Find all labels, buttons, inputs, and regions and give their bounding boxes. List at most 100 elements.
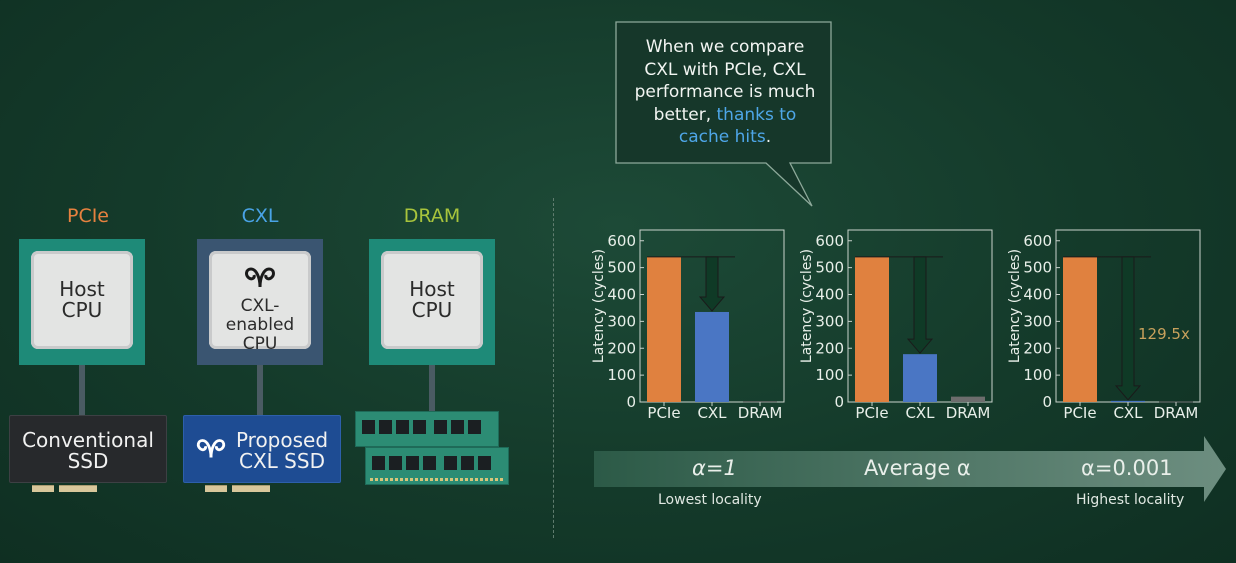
highest-locality-caption: Highest locality	[1076, 492, 1185, 508]
callout-line-2: CXL with PCIe, CXL	[644, 59, 806, 80]
speedup-annotation: 129.5x	[1138, 325, 1190, 343]
y-tick-label: 600	[815, 232, 844, 250]
cxl-enabled-cpu-chip: CXL-enabled CPU	[197, 239, 323, 365]
callout-highlight: cache hits	[678, 127, 766, 147]
ram-chip	[362, 420, 375, 434]
callout-line-5-end: .	[765, 127, 772, 147]
x-tick-label: PCIe	[1063, 404, 1096, 422]
cxl-logo-icon	[245, 267, 275, 288]
ram-chip	[423, 456, 436, 470]
callout-line-3: performance is much	[634, 82, 816, 102]
dram-label: DRAM	[403, 205, 461, 227]
y-tick-label: 300	[1023, 312, 1052, 330]
y-tick-label: 600	[607, 232, 636, 250]
y-tick-label: 400	[1023, 286, 1052, 304]
y-tick-label: 100	[607, 366, 636, 384]
dram-module	[355, 411, 499, 447]
x-tick-label: PCIe	[855, 404, 888, 422]
ssd-gold-contacts	[205, 485, 227, 492]
x-tick-label: PCIe	[647, 404, 680, 422]
bar-dram	[743, 401, 777, 403]
cxl-connector	[257, 365, 263, 415]
proposed-cxl-ssd: Proposed CXL SSD	[183, 415, 341, 483]
conventional-ssd: Conventional SSD	[9, 415, 167, 483]
ram-pins	[370, 478, 504, 481]
alpha-average-label: Average α	[864, 456, 971, 480]
callout-line-4: better,	[653, 104, 717, 125]
cpu-die: CXL-enabled CPU	[209, 251, 311, 354]
dram-module	[365, 447, 509, 485]
ssd-gold-contacts	[59, 485, 97, 492]
ram-chip	[372, 456, 385, 470]
ram-chip	[434, 420, 447, 434]
alpha-low-label: α=1	[692, 456, 737, 480]
alpha-high-label: α=0.001	[1081, 456, 1173, 480]
y-tick-label: 0	[626, 393, 636, 411]
callout-highlight: thanks to	[716, 104, 797, 125]
bar-pcie	[1063, 256, 1097, 402]
host-cpu-chip-pcie: Host CPU	[19, 239, 145, 365]
y-tick-label: 0	[1042, 393, 1052, 411]
ram-chip	[478, 456, 491, 470]
x-tick-label: DRAM	[1154, 404, 1199, 422]
bar-pcie	[855, 256, 889, 402]
host-cpu-chip-dram: Host CPU	[369, 239, 495, 365]
ssd-line-2: CXL SSD	[239, 449, 325, 473]
ssd-line-2: SSD	[67, 449, 109, 473]
dram-connector	[429, 365, 435, 413]
ssd-line-1: Conventional	[22, 428, 154, 452]
ram-chip	[396, 420, 409, 434]
ssd-gold-contacts	[32, 485, 54, 492]
locality-arrow	[594, 436, 1226, 502]
section-divider	[553, 198, 554, 538]
bar-cxl	[1111, 400, 1145, 402]
y-tick-label: 100	[815, 366, 844, 384]
x-tick-label: DRAM	[738, 404, 783, 422]
y-tick-label: 200	[607, 339, 636, 357]
callout-line-1: When we compare	[645, 37, 805, 57]
cxl-label: CXL	[241, 205, 279, 227]
ram-chip	[379, 420, 392, 434]
ram-chip	[451, 420, 464, 434]
y-tick-label: 300	[815, 312, 844, 330]
y-tick-label: 200	[815, 339, 844, 357]
chip-line-2: CPU	[411, 298, 453, 322]
chip-line-2: CPU	[242, 334, 278, 354]
bar-dram	[951, 396, 985, 402]
y-tick-label: 0	[834, 393, 844, 411]
x-tick-label: CXL	[1113, 404, 1143, 422]
chip-line-1: CXL-enabled	[225, 296, 295, 335]
callout-bubble	[615, 21, 832, 207]
ram-chip	[413, 420, 426, 434]
y-tick-label: 200	[1023, 339, 1052, 357]
pcie-label: PCIe	[66, 205, 110, 227]
y-tick-label: 500	[1023, 259, 1052, 277]
bar-cxl	[695, 311, 729, 402]
x-tick-label: CXL	[697, 404, 727, 422]
cpu-die: Host CPU	[381, 251, 483, 349]
reduction-arrow-icon	[698, 256, 726, 312]
y-axis-label: Latency (cycles)	[591, 249, 607, 363]
ram-chip	[461, 456, 474, 470]
y-tick-label: 600	[1023, 232, 1052, 250]
y-tick-label: 500	[607, 259, 636, 277]
cpu-die: Host CPU	[31, 251, 133, 349]
pcie-connector	[79, 365, 85, 415]
chip-line-1: Host	[409, 277, 455, 301]
x-tick-label: CXL	[905, 404, 935, 422]
chip-line-2: CPU	[61, 298, 103, 322]
y-tick-label: 400	[815, 286, 844, 304]
x-tick-label: DRAM	[946, 404, 991, 422]
reduction-arrow-icon	[1114, 256, 1142, 401]
y-tick-label: 300	[607, 312, 636, 330]
y-tick-label: 100	[1023, 366, 1052, 384]
bar-dram	[1159, 401, 1193, 403]
callout-text: When we compare CXL with PCIe, CXL perfo…	[620, 36, 830, 149]
chip-line-1: Host	[59, 277, 105, 301]
cxl-logo-icon	[196, 439, 226, 458]
ram-chip	[389, 456, 402, 470]
y-tick-label: 400	[607, 286, 636, 304]
